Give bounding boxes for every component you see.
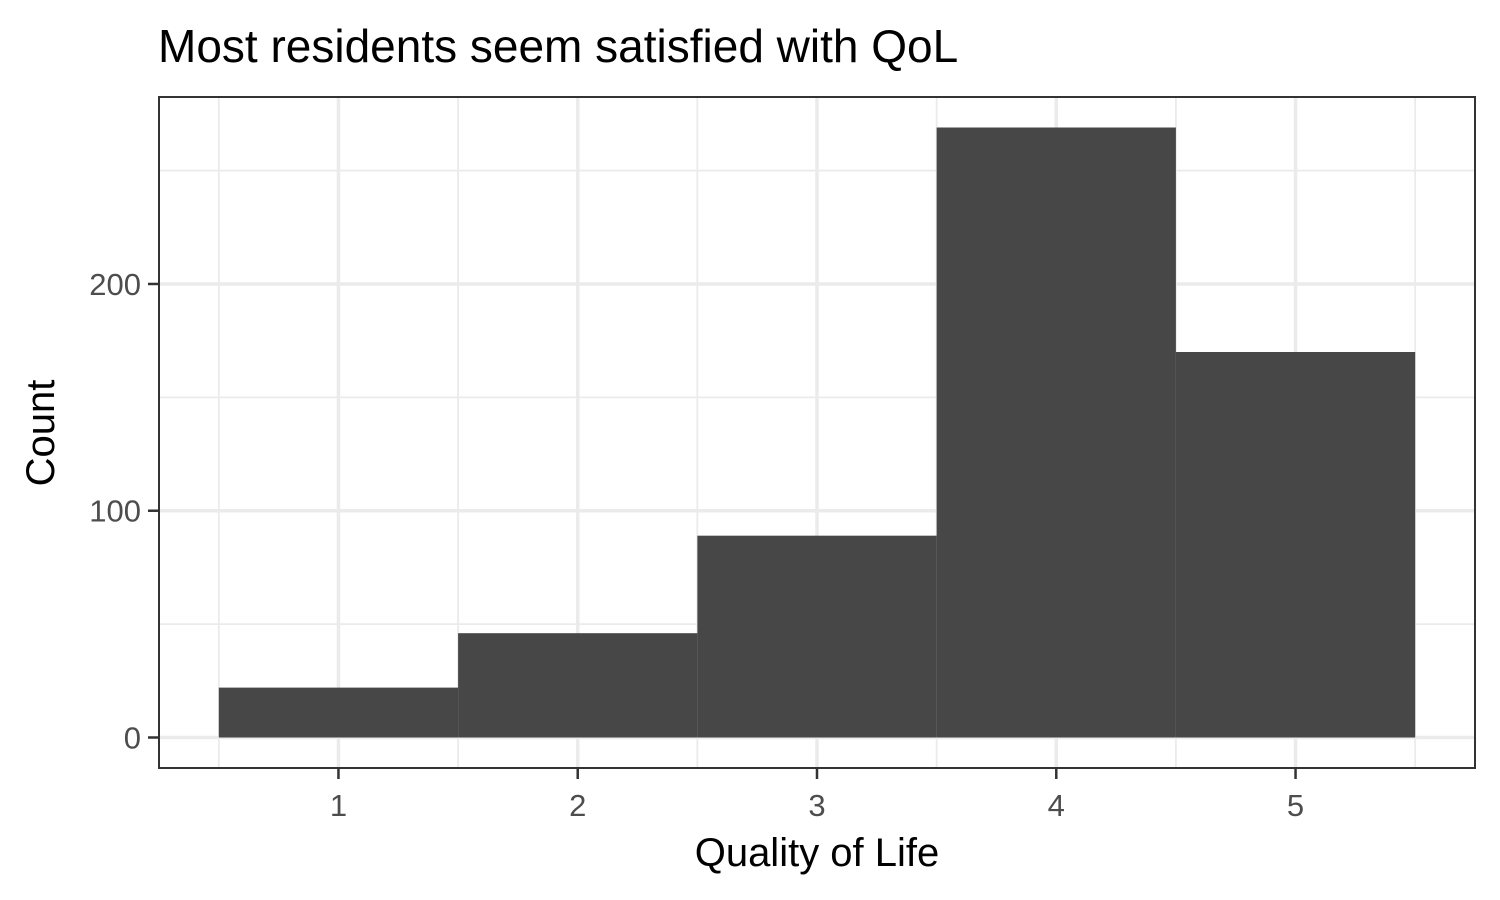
bars [218,127,1416,738]
x-tick-label: 3 [808,788,825,823]
bar-5 [1175,351,1416,738]
y-axis-title: Count [19,380,63,487]
bar-3 [697,535,937,738]
y-tick-label: 200 [89,267,141,302]
y-tick-label: 0 [124,721,141,756]
x-axis: 1 2 3 4 5 [330,768,1304,823]
x-axis-title: Quality of Life [695,831,940,875]
x-tick-label: 1 [330,788,347,823]
x-tick-label: 2 [569,788,586,823]
x-tick-label: 5 [1287,788,1304,823]
y-tick-label: 100 [89,494,141,529]
chart-title: Most residents seem satisfied with QoL [158,20,958,72]
bar-4 [936,127,1176,738]
bar-2 [458,633,698,738]
x-tick-label: 4 [1048,788,1065,823]
bar-1 [218,687,459,738]
y-axis: 0 100 200 [89,267,159,756]
